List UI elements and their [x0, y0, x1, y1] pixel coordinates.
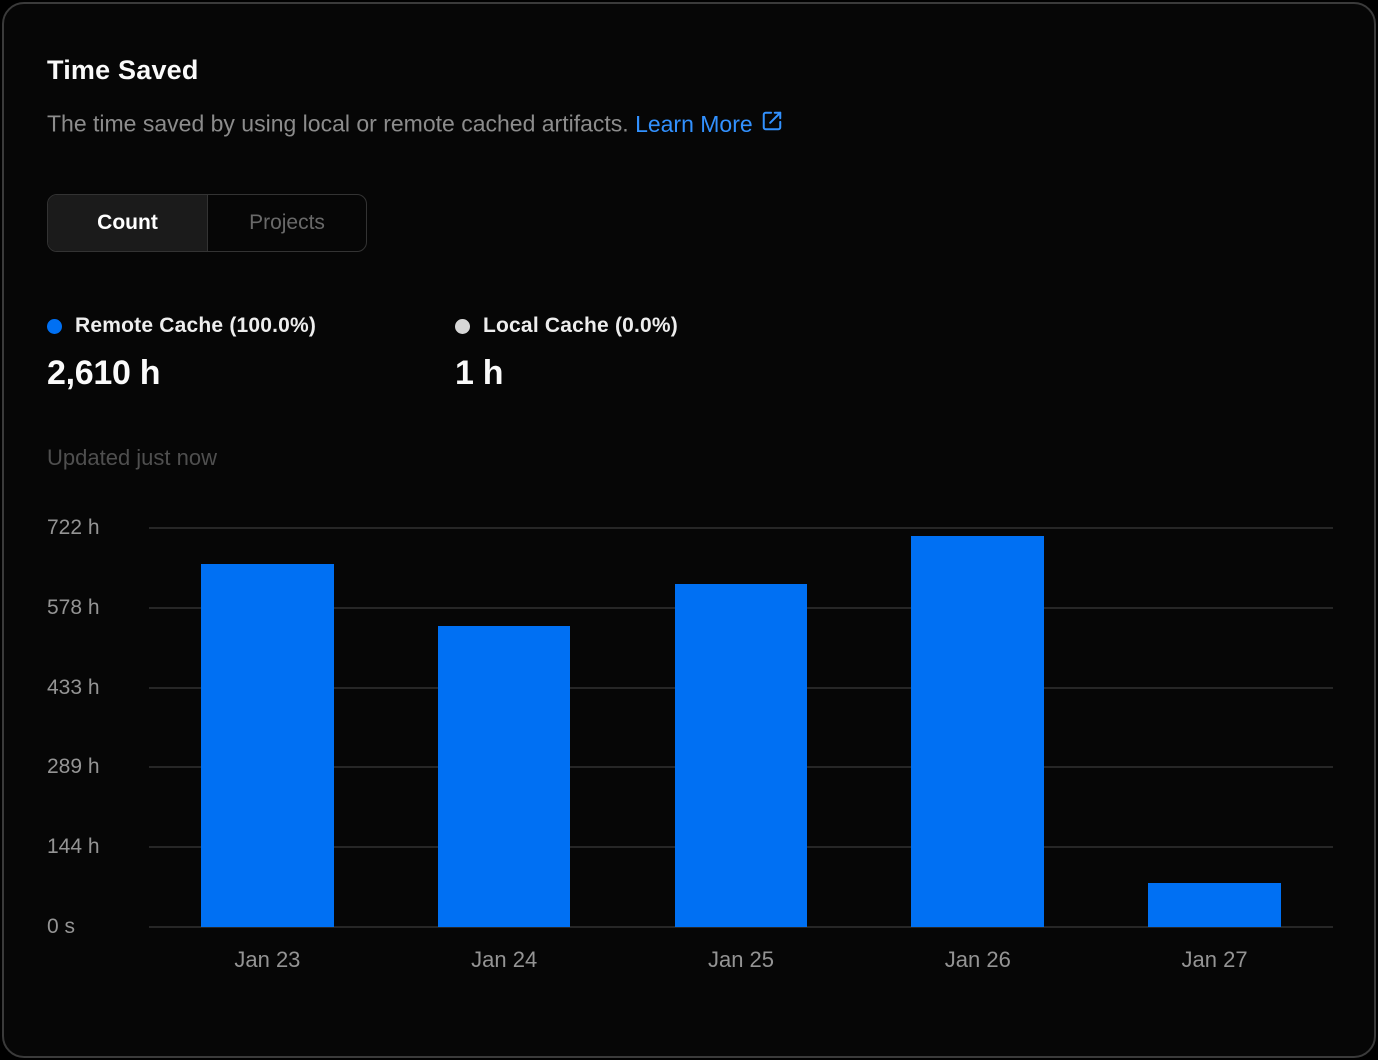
plot-area: 722 h 578 h 433 h 289 h 144 h 0 s [47, 516, 1333, 938]
y-axis-tick-label: 433 h [47, 675, 100, 699]
x-axis: Jan 23 Jan 24 Jan 25 Jan 26 Jan 27 [149, 947, 1333, 973]
bar-slot [623, 528, 860, 927]
bar-slot [149, 528, 386, 927]
page-title: Time Saved [47, 55, 199, 85]
y-axis-tick-label: 289 h [47, 755, 100, 779]
remote-cache-dot [47, 318, 62, 334]
gridline [149, 926, 1333, 928]
x-axis-tick-label: Jan 25 [707, 947, 775, 972]
y-axis-tick-label: 0 s [47, 915, 76, 938]
view-toggle-group: Count Projects [47, 194, 367, 252]
card-subtitle: The time saved by using local or remote … [47, 110, 1333, 138]
local-cache-dot [455, 318, 470, 334]
external-link-icon [761, 110, 783, 138]
remote-cache-value: 2,610 h [47, 354, 161, 392]
gridline [149, 527, 1333, 529]
bars-row [149, 528, 1333, 927]
tab-projects[interactable]: Projects [208, 195, 366, 251]
tab-count[interactable]: Count [48, 195, 208, 251]
bar-jan-27[interactable] [1148, 883, 1281, 927]
bar-jan-26[interactable] [911, 535, 1045, 927]
x-axis-tick-label: Jan 26 [944, 947, 1011, 972]
x-axis-tick-label: Jan 24 [471, 947, 538, 972]
stat-local-cache: Local Cache (0.0%) 1 h [455, 314, 863, 393]
bar-slot [859, 528, 1096, 927]
bar-jan-25[interactable] [674, 583, 808, 927]
y-axis-tick-label: 578 h [47, 595, 100, 619]
stat-remote-cache: Remote Cache (100.0%) 2,610 h [47, 314, 455, 393]
bar-jan-23[interactable] [201, 563, 334, 927]
y-axis-tick-label: 144 h [47, 835, 100, 859]
local-cache-value: 1 h [455, 354, 504, 392]
bar-slot [1096, 528, 1333, 927]
local-cache-legend: Local Cache (0.0%) [455, 314, 863, 338]
updated-status: Updated just now [47, 445, 217, 470]
remote-cache-legend: Remote Cache (100.0%) [47, 314, 455, 338]
bar-slot [386, 528, 623, 927]
subtitle-text: The time saved by using local or remote … [47, 110, 629, 137]
local-cache-label: Local Cache (0.0%) [483, 314, 678, 337]
cache-stats: Remote Cache (100.0%) 2,610 h Local Cach… [47, 314, 1333, 393]
remote-cache-label: Remote Cache (100.0%) [75, 314, 317, 337]
x-axis-tick-label: Jan 23 [234, 947, 301, 972]
learn-more-label: Learn More [635, 110, 753, 137]
x-axis-tick-label: Jan 27 [1181, 947, 1248, 972]
bar-jan-24[interactable] [437, 625, 571, 927]
y-axis-tick-label: 722 h [47, 516, 100, 539]
learn-more-link[interactable]: Learn More [635, 110, 783, 138]
